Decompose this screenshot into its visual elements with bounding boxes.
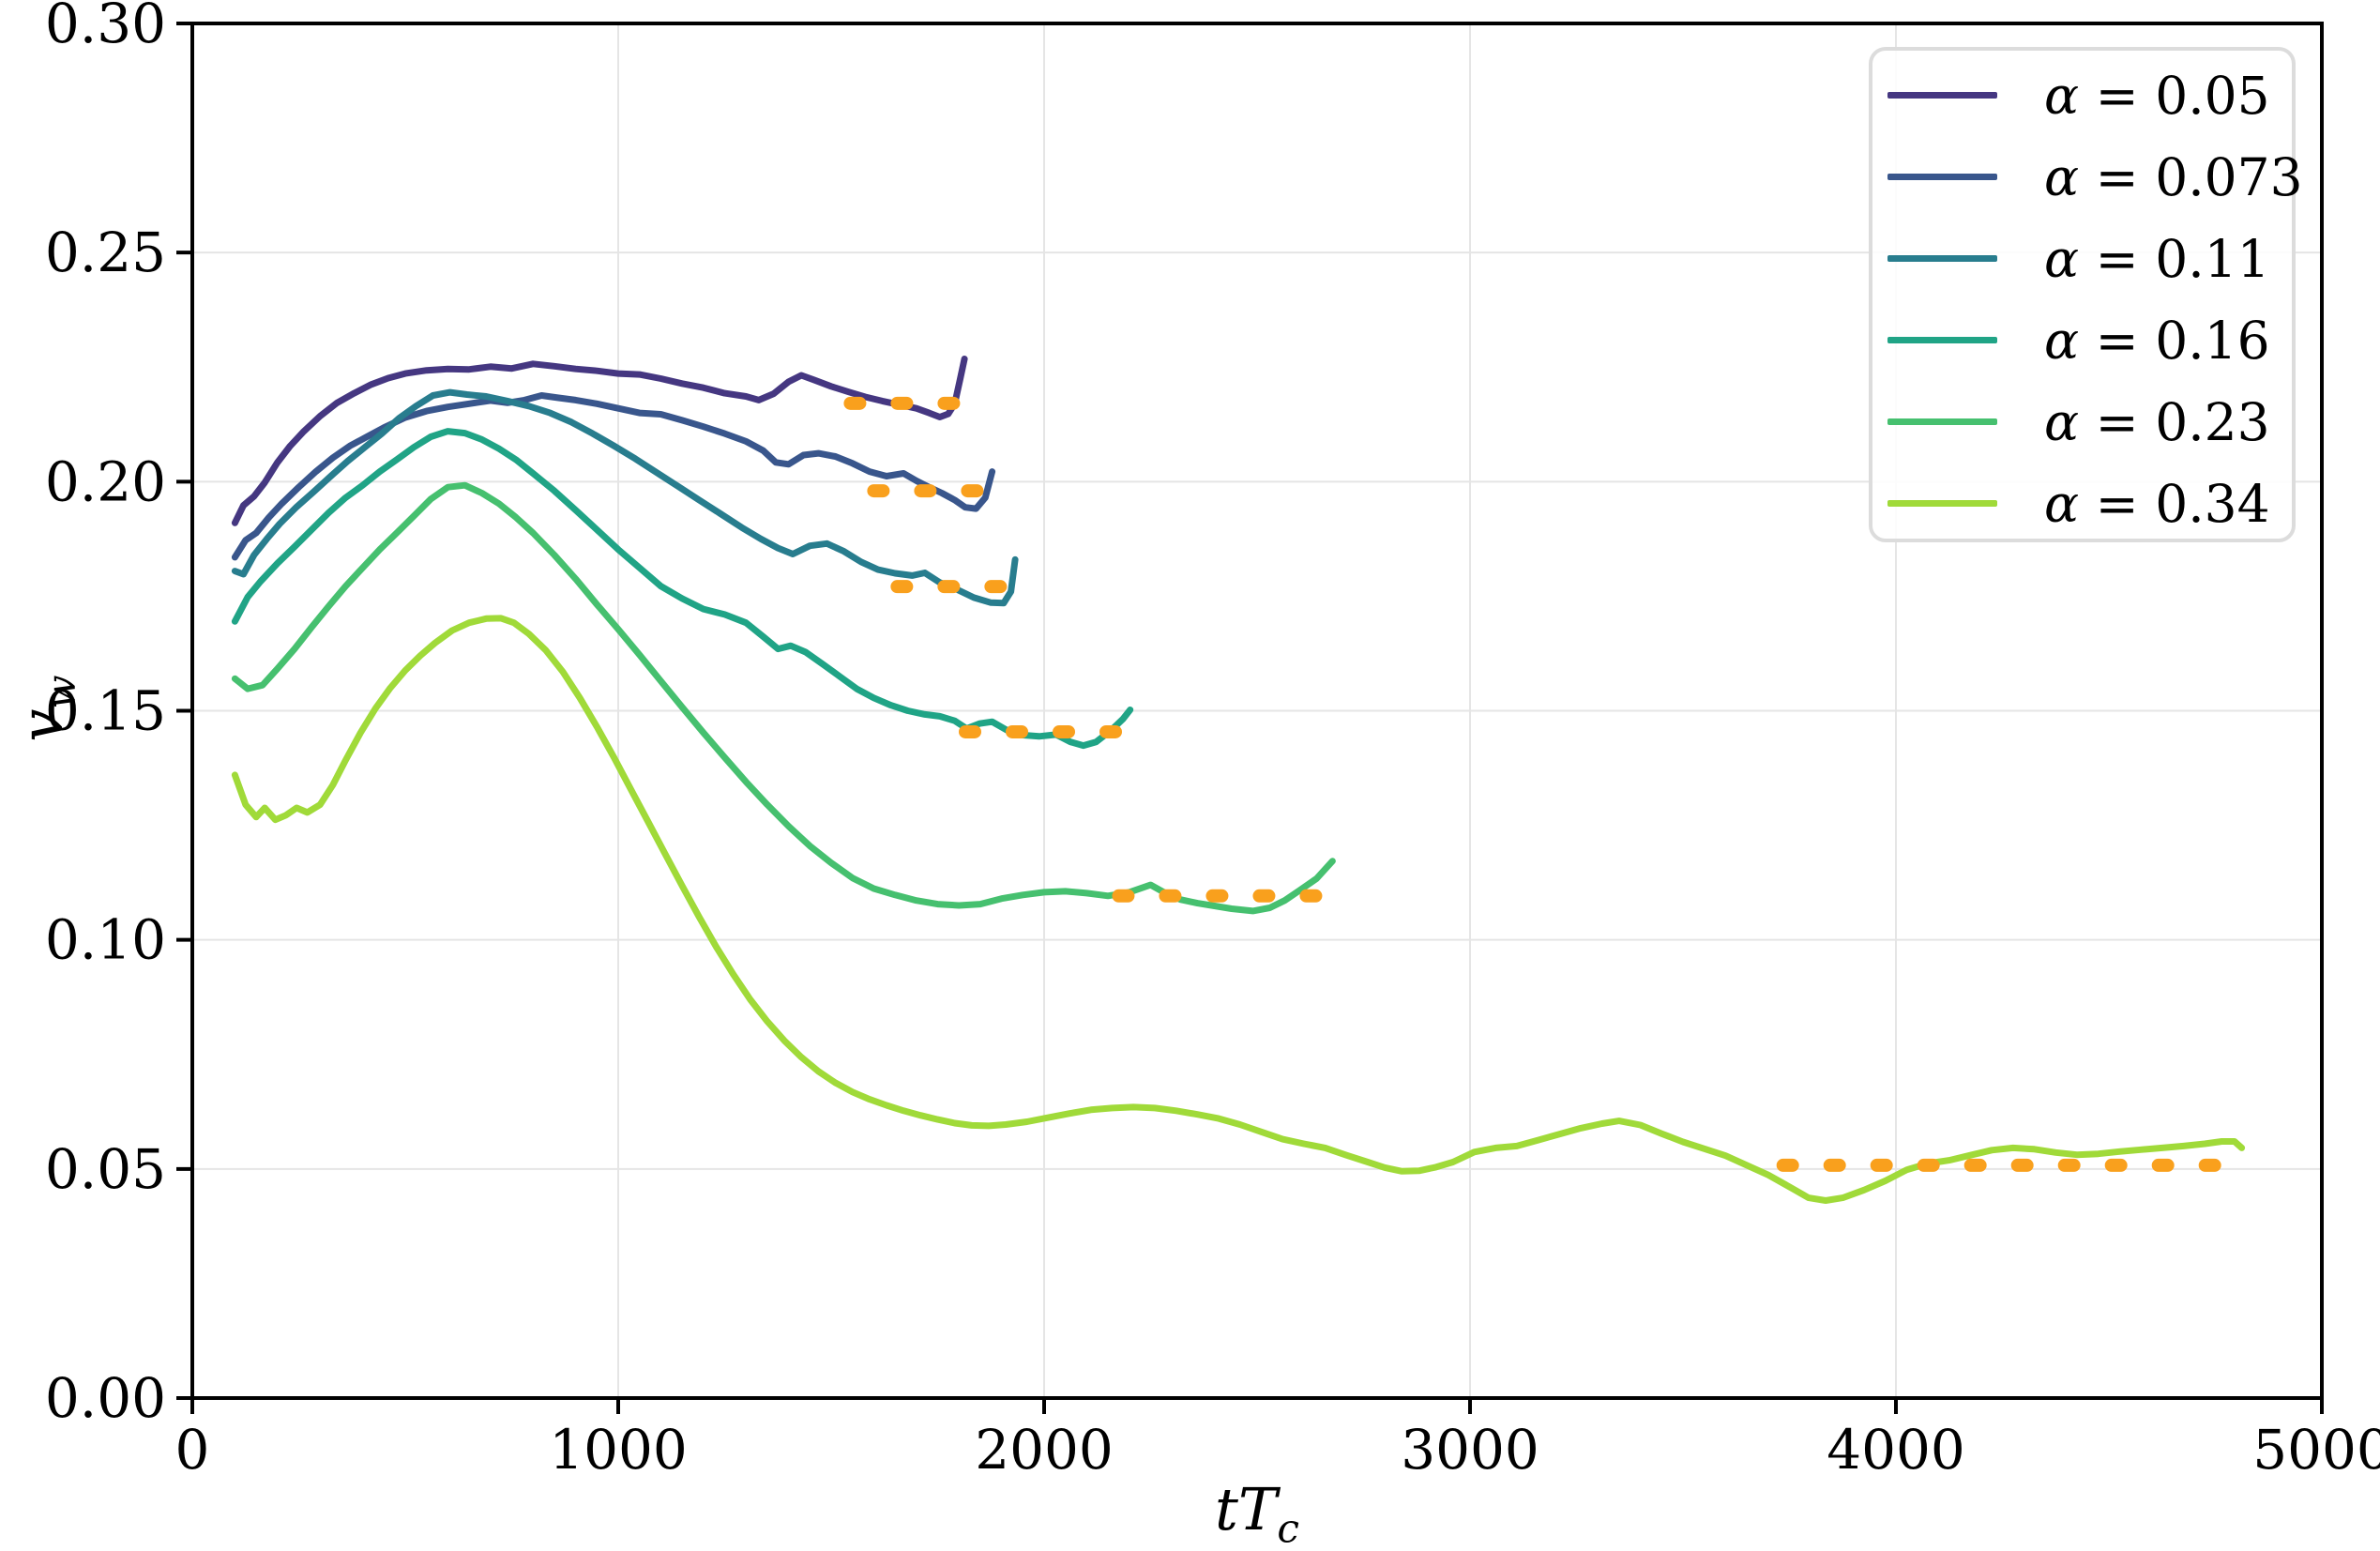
legend-item: α = 0.05 bbox=[1872, 54, 2292, 136]
y-tick-label: 0.00 bbox=[45, 1366, 166, 1430]
legend-label: α = 0.16 bbox=[2044, 310, 2270, 371]
legend: α = 0.05 α = 0.073 α = 0.11 α = 0.16 α = 0.2… bbox=[1869, 47, 2303, 544]
legend-label: α = 0.23 bbox=[2044, 391, 2270, 452]
x-axis-label: tTc bbox=[1215, 1475, 1299, 1551]
y-tick-label: 0.10 bbox=[45, 908, 166, 972]
x-tick-label: 4000 bbox=[1827, 1418, 1965, 1482]
x-tick-label: 2000 bbox=[975, 1418, 1114, 1482]
y-tick-label: 0.30 bbox=[45, 0, 166, 55]
legend-line-sample bbox=[1887, 337, 1997, 343]
curve-alpha-0.34 bbox=[231, 615, 2246, 1204]
x-tick-label: 0 bbox=[175, 1418, 210, 1482]
legend-item: α = 0.11 bbox=[1872, 218, 2292, 299]
legend-line-sample bbox=[1887, 92, 1997, 99]
y-tick-label: 0.05 bbox=[45, 1137, 166, 1201]
x-tick-label: 5000 bbox=[2252, 1418, 2380, 1482]
legend-label: α = 0.073 bbox=[2044, 146, 2303, 207]
legend-label: α = 0.11 bbox=[2044, 228, 2270, 289]
legend-item: α = 0.073 bbox=[1872, 136, 2303, 218]
curve-alpha-0.073 bbox=[231, 392, 996, 561]
curve-alpha-0.11 bbox=[231, 388, 1019, 607]
legend-line-sample bbox=[1887, 255, 1997, 262]
x-tick-label: 1000 bbox=[549, 1418, 688, 1482]
y-axis-label: vw bbox=[8, 675, 84, 742]
axis-ticks: 0 1000 2000 3000 4000 5000 0.00 0.05 0.10 0.15 0.2… bbox=[45, 0, 2380, 1482]
legend-item: α = 0.34 bbox=[1872, 463, 2292, 544]
y-tick-label: 0.15 bbox=[45, 679, 166, 743]
y-tick-label: 0.20 bbox=[45, 449, 166, 513]
legend-label: α = 0.05 bbox=[2044, 65, 2270, 126]
x-tick-label: 3000 bbox=[1401, 1418, 1539, 1482]
legend-label: α = 0.34 bbox=[2044, 473, 2270, 534]
legend-item: α = 0.16 bbox=[1872, 299, 2292, 381]
legend-line-sample bbox=[1887, 418, 1997, 425]
legend-item: α = 0.23 bbox=[1872, 381, 2292, 463]
legend-line-sample bbox=[1887, 174, 1997, 180]
y-tick-label: 0.25 bbox=[45, 220, 166, 284]
legend-line-sample bbox=[1887, 500, 1997, 507]
